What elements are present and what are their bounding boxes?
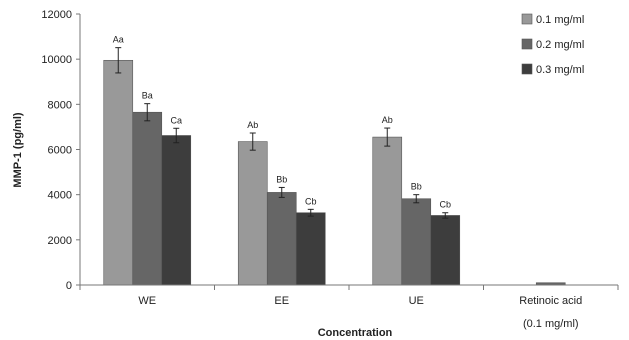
significance-label: Cb	[439, 200, 451, 210]
bars: Aa Ba Ca Ab Bb Cb Ab Bb Cb	[103, 35, 566, 286]
legend-label: 0.3 mg/ml	[536, 64, 584, 76]
bar-0-2-mg-ml-we	[132, 111, 163, 286]
legend-label: 0.1 mg/ml	[536, 14, 584, 26]
x-category-label: Retinoic acid	[519, 295, 582, 307]
bar-0-1-mg-ml-ue	[372, 136, 403, 286]
y-tick-label: 2000	[48, 235, 72, 247]
y-tick-label: 6000	[48, 145, 72, 157]
legend-swatch	[521, 13, 533, 25]
x-category-sublabel: (0.1 mg/ml)	[523, 318, 579, 330]
x-category-label: EE	[274, 295, 289, 307]
x-category-label: WE	[138, 295, 156, 307]
x-axis: WE EE UE Retinoic acid (0.1 mg/ml)	[79, 284, 619, 330]
y-tick-label: 0	[66, 280, 72, 292]
y-tick-label: 8000	[48, 99, 72, 111]
bar-0-2-mg-ml-ue	[401, 198, 432, 286]
significance-label: Bb	[411, 182, 422, 192]
x-axis-title: Concentration	[318, 327, 393, 339]
bar-0-1-mg-ml-ee	[237, 141, 268, 286]
y-axis-title: MMP-1 (pg/ml)	[12, 112, 24, 187]
legend-label: 0.2 mg/ml	[536, 39, 584, 51]
significance-label: Cb	[305, 196, 317, 206]
y-tick-label: 10000	[41, 54, 72, 66]
bar-0-1-mg-ml-we	[103, 59, 134, 286]
significance-label: Bb	[276, 174, 287, 184]
bar-0-3-mg-ml-ue	[430, 215, 461, 286]
legend-swatch	[521, 63, 533, 75]
significance-label: Ab	[247, 120, 258, 130]
y-tick-label: 12000	[41, 9, 72, 21]
y-axis: 0 2000 4000 6000 8000 10000 12000	[41, 9, 81, 292]
significance-label: Ab	[382, 115, 393, 125]
x-category-label: UE	[409, 295, 424, 307]
y-tick-label: 4000	[48, 190, 72, 202]
bar-0-2-mg-ml-ee	[266, 192, 297, 286]
legend: 0.1 mg/ml 0.2 mg/ml 0.3 mg/ml	[521, 13, 584, 76]
significance-label: Aa	[113, 35, 124, 45]
legend-swatch	[521, 38, 533, 50]
bar-0-3-mg-ml-ee	[295, 212, 326, 286]
bar-0-3-mg-ml-we	[161, 135, 192, 286]
significance-label: Ba	[142, 91, 153, 101]
significance-label: Ca	[170, 115, 182, 125]
